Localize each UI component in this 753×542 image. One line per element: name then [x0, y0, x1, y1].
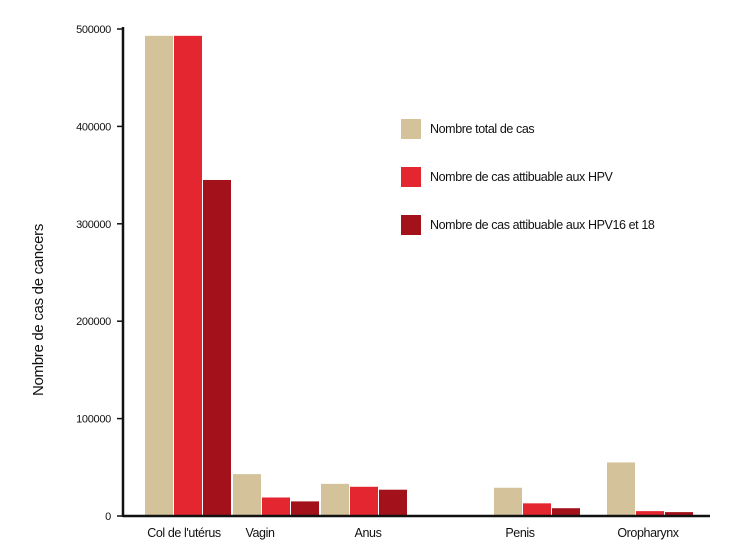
bar [607, 462, 635, 516]
x-category-label: Oropharynx [617, 526, 679, 540]
y-axis-label: Nombre de cas de cancers [30, 224, 47, 396]
legend-label: Nombre de cas attibuable aux HPV [430, 170, 614, 184]
bar [350, 486, 378, 516]
bar [291, 501, 319, 516]
x-category-label: Anus [355, 526, 382, 540]
legend: Nombre total de cas Nombre de cas attibua… [401, 119, 655, 235]
bar [665, 512, 693, 516]
legend-swatch [401, 119, 421, 139]
y-tick-label: 400000 [76, 121, 111, 133]
y-tick-label: 300000 [76, 219, 111, 231]
y-tick-label: 0 [105, 511, 111, 523]
legend-swatch [401, 167, 421, 187]
legend-label: Nombre total de cas [430, 122, 534, 136]
legend-label: Nombre de cas attibuable aux HPV16 et 18 [430, 218, 655, 232]
bar [523, 503, 551, 516]
x-category-label: Penis [505, 526, 534, 540]
bar [262, 497, 290, 516]
bar [552, 508, 580, 516]
bar [321, 483, 349, 516]
bar [145, 35, 173, 517]
y-tick-label: 200000 [76, 316, 111, 328]
y-tick-label: 100000 [76, 414, 111, 426]
bar [203, 179, 231, 516]
bar [494, 487, 522, 516]
bar [379, 489, 407, 516]
x-axis-categories: Col de l'utérus Vagin Anus Penis Oropharynx [147, 526, 680, 540]
legend-swatch [401, 215, 421, 235]
x-category-label: Col de l'utérus [147, 526, 221, 540]
y-tick-label: 500000 [76, 24, 111, 36]
bar [174, 35, 202, 517]
x-category-label: Vagin [245, 526, 274, 540]
y-axis-ticks: 0 100000 200000 300000 400000 500000 [76, 24, 123, 523]
bar [636, 511, 664, 516]
bars [145, 35, 693, 517]
bar [233, 474, 261, 516]
